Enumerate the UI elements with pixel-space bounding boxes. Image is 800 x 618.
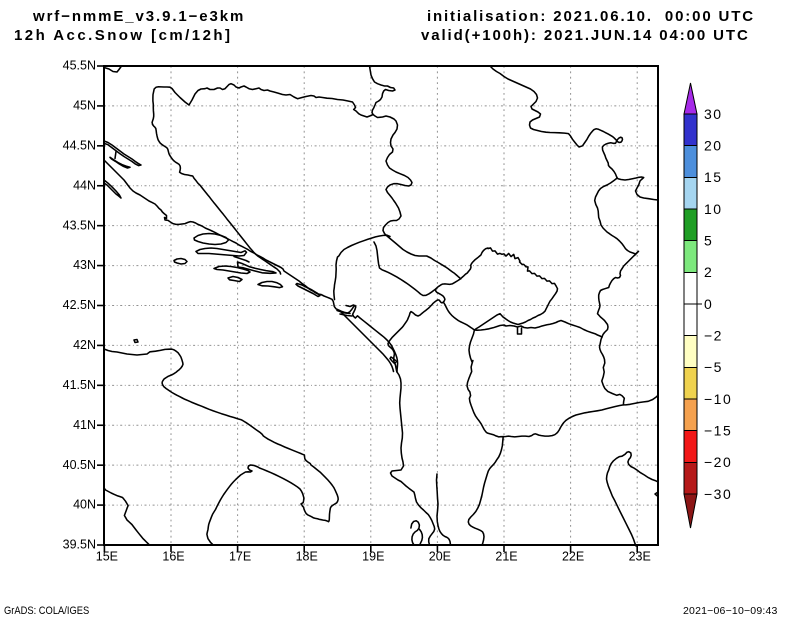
svg-text:−5: −5: [704, 359, 723, 375]
svg-text:22E: 22E: [562, 550, 584, 564]
svg-text:20: 20: [704, 137, 723, 153]
svg-text:40N: 40N: [73, 498, 96, 512]
svg-text:43.5N: 43.5N: [63, 218, 96, 232]
svg-text:17E: 17E: [229, 550, 251, 564]
svg-text:18E: 18E: [296, 550, 318, 564]
svg-text:16E: 16E: [162, 550, 184, 564]
svg-text:43N: 43N: [73, 258, 96, 272]
svg-text:15E: 15E: [96, 550, 118, 564]
svg-text:39.5N: 39.5N: [63, 538, 96, 552]
svg-text:40.5N: 40.5N: [63, 458, 96, 472]
svg-text:10: 10: [704, 201, 723, 217]
svg-text:44N: 44N: [73, 178, 96, 192]
svg-text:−15: −15: [704, 422, 732, 438]
svg-text:−10: −10: [704, 391, 732, 407]
svg-text:23E: 23E: [629, 550, 651, 564]
svg-text:−2: −2: [704, 327, 723, 343]
svg-text:−20: −20: [704, 454, 732, 470]
svg-text:5: 5: [704, 232, 713, 248]
svg-text:21E: 21E: [495, 550, 517, 564]
svg-text:42N: 42N: [73, 338, 96, 352]
svg-text:45.5N: 45.5N: [63, 59, 96, 73]
svg-text:41.5N: 41.5N: [63, 378, 96, 392]
svg-text:41N: 41N: [73, 418, 96, 432]
svg-text:20E: 20E: [429, 550, 451, 564]
svg-text:45N: 45N: [73, 99, 96, 113]
svg-text:2: 2: [704, 264, 713, 280]
svg-text:−30: −30: [704, 486, 732, 502]
svg-text:19E: 19E: [362, 550, 384, 564]
svg-text:44.5N: 44.5N: [63, 138, 96, 152]
svg-text:0: 0: [704, 296, 713, 312]
svg-text:30: 30: [704, 106, 723, 122]
svg-text:42.5N: 42.5N: [63, 298, 96, 312]
svg-text:15: 15: [704, 169, 723, 185]
